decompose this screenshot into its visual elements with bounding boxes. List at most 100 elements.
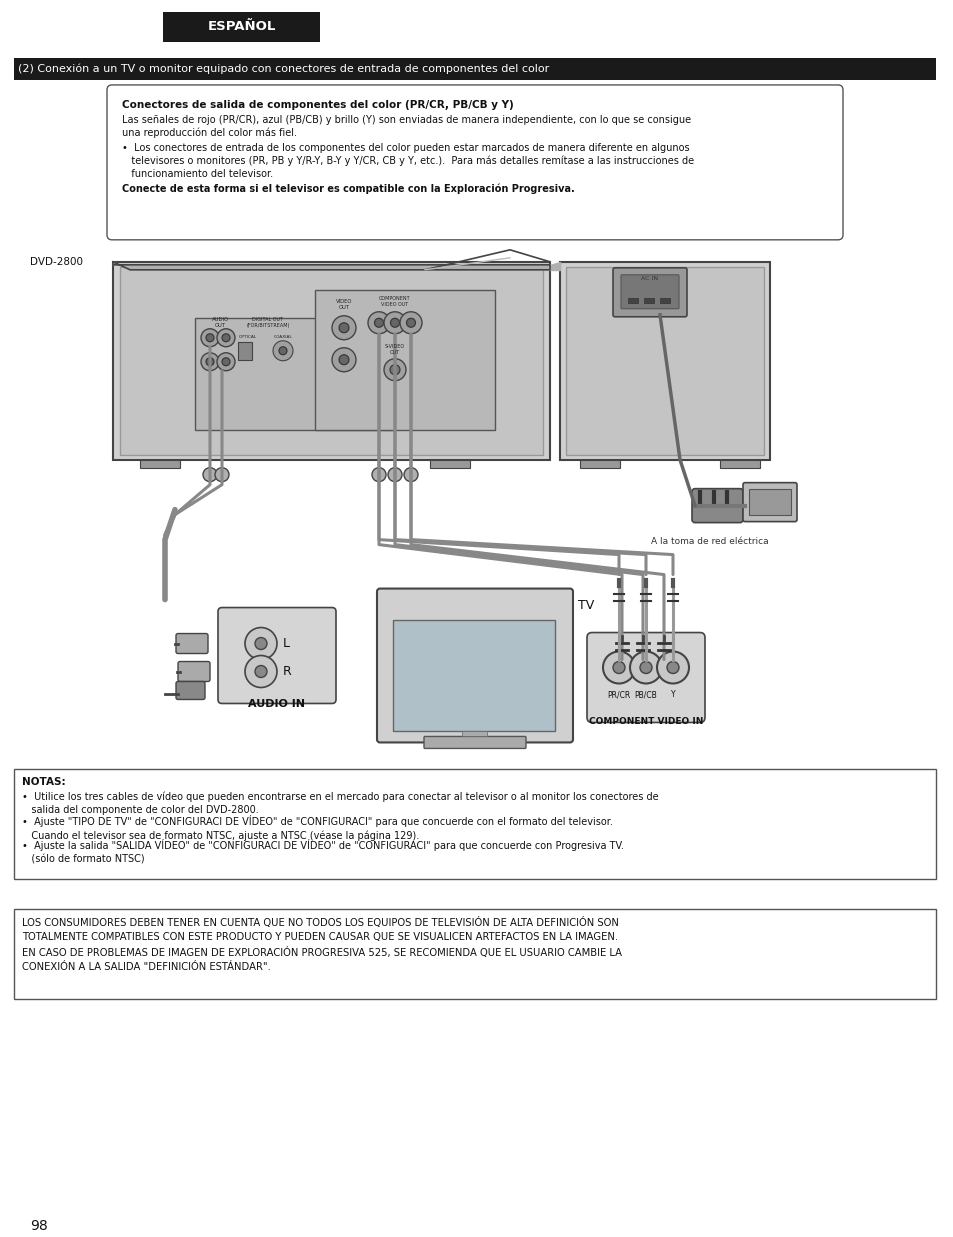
Text: LOS CONSUMIDORES DEBEN TENER EN CUENTA QUE NO TODOS LOS EQUIPOS DE TELEVISIÓN DE: LOS CONSUMIDORES DEBEN TENER EN CUENTA Q… bbox=[22, 918, 621, 972]
FancyBboxPatch shape bbox=[107, 85, 842, 240]
Circle shape bbox=[639, 662, 651, 673]
Circle shape bbox=[245, 656, 276, 688]
Bar bbox=[194, 318, 395, 429]
Bar bbox=[579, 460, 619, 468]
FancyBboxPatch shape bbox=[636, 637, 649, 658]
Text: OPTICAL: OPTICAL bbox=[238, 335, 257, 339]
Text: funcionamiento del televisor.: funcionamiento del televisor. bbox=[122, 169, 273, 179]
Text: Conecte de esta forma si el televisor es compatible con la Exploración Progresiv: Conecte de esta forma si el televisor es… bbox=[122, 184, 574, 194]
Text: DIGITAL OUT
(FOR/BITSTREAM): DIGITAL OUT (FOR/BITSTREAM) bbox=[246, 317, 290, 328]
Circle shape bbox=[201, 329, 219, 346]
Text: AUDIO IN: AUDIO IN bbox=[248, 699, 305, 710]
Text: •  Los conectores de entrada de los componentes del color pueden estar marcados : • Los conectores de entrada de los compo… bbox=[122, 143, 689, 153]
Text: Y: Y bbox=[670, 690, 675, 699]
Circle shape bbox=[375, 318, 383, 328]
Circle shape bbox=[201, 353, 219, 371]
Text: COAXIAL: COAXIAL bbox=[274, 335, 293, 339]
Bar bbox=[461, 731, 486, 736]
Text: NOTAS:: NOTAS: bbox=[22, 777, 66, 788]
Circle shape bbox=[273, 340, 293, 361]
Bar bbox=[237, 341, 252, 360]
Bar bbox=[140, 460, 180, 468]
Text: (2) Conexión a un TV o monitor equipado con conectores de entrada de componentes: (2) Conexión a un TV o monitor equipado … bbox=[18, 63, 549, 74]
Circle shape bbox=[216, 329, 234, 346]
Circle shape bbox=[254, 637, 267, 649]
Bar bbox=[314, 289, 495, 429]
Text: DVD-2800: DVD-2800 bbox=[30, 257, 83, 267]
FancyBboxPatch shape bbox=[178, 662, 210, 682]
Circle shape bbox=[206, 334, 213, 341]
FancyBboxPatch shape bbox=[748, 489, 790, 515]
Bar bbox=[120, 267, 542, 455]
Circle shape bbox=[384, 359, 406, 381]
Circle shape bbox=[206, 357, 213, 366]
FancyBboxPatch shape bbox=[586, 632, 704, 722]
FancyBboxPatch shape bbox=[218, 607, 335, 704]
FancyBboxPatch shape bbox=[620, 275, 679, 309]
Text: PR/CR: PR/CR bbox=[607, 690, 630, 699]
Circle shape bbox=[332, 348, 355, 372]
Text: A la toma de red eléctrica: A la toma de red eléctrica bbox=[651, 537, 768, 546]
Circle shape bbox=[222, 334, 230, 341]
Text: •  Ajuste "TIPO DE TV" de "CONFIGURACI DE VÍDEO" de "CONFIGURACI" para que concu: • Ajuste "TIPO DE TV" de "CONFIGURACI DE… bbox=[22, 815, 612, 841]
Circle shape bbox=[245, 627, 276, 659]
Text: AC IN: AC IN bbox=[640, 276, 658, 281]
FancyBboxPatch shape bbox=[175, 682, 205, 699]
FancyBboxPatch shape bbox=[423, 736, 525, 748]
Bar bbox=[430, 460, 470, 468]
Circle shape bbox=[278, 346, 287, 355]
FancyBboxPatch shape bbox=[742, 482, 796, 522]
Circle shape bbox=[338, 355, 349, 365]
Polygon shape bbox=[550, 262, 559, 270]
Polygon shape bbox=[112, 262, 550, 270]
Text: ESPAÑOL: ESPAÑOL bbox=[208, 21, 276, 33]
Text: VIDEO
OUT: VIDEO OUT bbox=[335, 299, 352, 309]
Circle shape bbox=[388, 468, 401, 481]
Text: •  Ajuste la salida "SALIDA VÍDEO" de "CONFIGURACI DE VÍDEO" de "CONFIGURACI" pa: • Ajuste la salida "SALIDA VÍDEO" de "CO… bbox=[22, 840, 623, 865]
FancyBboxPatch shape bbox=[376, 589, 573, 742]
FancyBboxPatch shape bbox=[613, 267, 686, 317]
Bar bbox=[720, 460, 760, 468]
FancyBboxPatch shape bbox=[615, 637, 628, 658]
Bar bbox=[14, 58, 935, 80]
Circle shape bbox=[613, 662, 624, 673]
Text: Conectores de salida de componentes del color (PR/CR, PB/CB y Y): Conectores de salida de componentes del … bbox=[122, 100, 514, 110]
Circle shape bbox=[372, 468, 386, 481]
Circle shape bbox=[222, 357, 230, 366]
Bar bbox=[112, 262, 550, 460]
Text: COMPONENT VIDEO IN: COMPONENT VIDEO IN bbox=[588, 717, 702, 726]
Circle shape bbox=[254, 666, 267, 678]
Circle shape bbox=[406, 318, 416, 328]
Circle shape bbox=[403, 468, 417, 481]
Circle shape bbox=[216, 353, 234, 371]
FancyBboxPatch shape bbox=[691, 489, 742, 522]
Circle shape bbox=[332, 315, 355, 340]
Bar bbox=[659, 298, 669, 303]
Text: AUDIO
OUT: AUDIO OUT bbox=[212, 317, 229, 328]
FancyBboxPatch shape bbox=[175, 633, 208, 653]
Bar bbox=[643, 298, 654, 303]
FancyBboxPatch shape bbox=[657, 637, 670, 658]
Circle shape bbox=[390, 318, 399, 328]
Circle shape bbox=[399, 312, 421, 334]
Text: televisores o monitores (PR, PB y Y/R-Y, B-Y y Y/CR, CB y Y, etc.).  Para más de: televisores o monitores (PR, PB y Y/R-Y,… bbox=[122, 156, 694, 167]
Text: •  Utilice los tres cables de vídeo que pueden encontrarse en el mercado para co: • Utilice los tres cables de vídeo que p… bbox=[22, 792, 658, 815]
Text: S-VIDEO
OUT: S-VIDEO OUT bbox=[384, 344, 405, 355]
Circle shape bbox=[602, 652, 635, 684]
Text: TV: TV bbox=[578, 599, 594, 611]
Circle shape bbox=[666, 662, 679, 673]
Text: R: R bbox=[283, 666, 292, 678]
Circle shape bbox=[338, 323, 349, 333]
Bar bbox=[163, 12, 319, 42]
Circle shape bbox=[390, 365, 399, 375]
Circle shape bbox=[214, 468, 229, 481]
Circle shape bbox=[384, 312, 406, 334]
Bar bbox=[14, 909, 935, 999]
Bar bbox=[627, 298, 638, 303]
Circle shape bbox=[657, 652, 688, 684]
Text: 98: 98 bbox=[30, 1220, 48, 1233]
Circle shape bbox=[368, 312, 390, 334]
Text: COMPONENT
VIDEO OUT: COMPONENT VIDEO OUT bbox=[378, 296, 411, 307]
Text: Las señales de rojo (PR/CR), azul (PB/CB) y brillo (Y) son enviadas de manera in: Las señales de rojo (PR/CR), azul (PB/CB… bbox=[122, 115, 690, 125]
Circle shape bbox=[203, 468, 216, 481]
